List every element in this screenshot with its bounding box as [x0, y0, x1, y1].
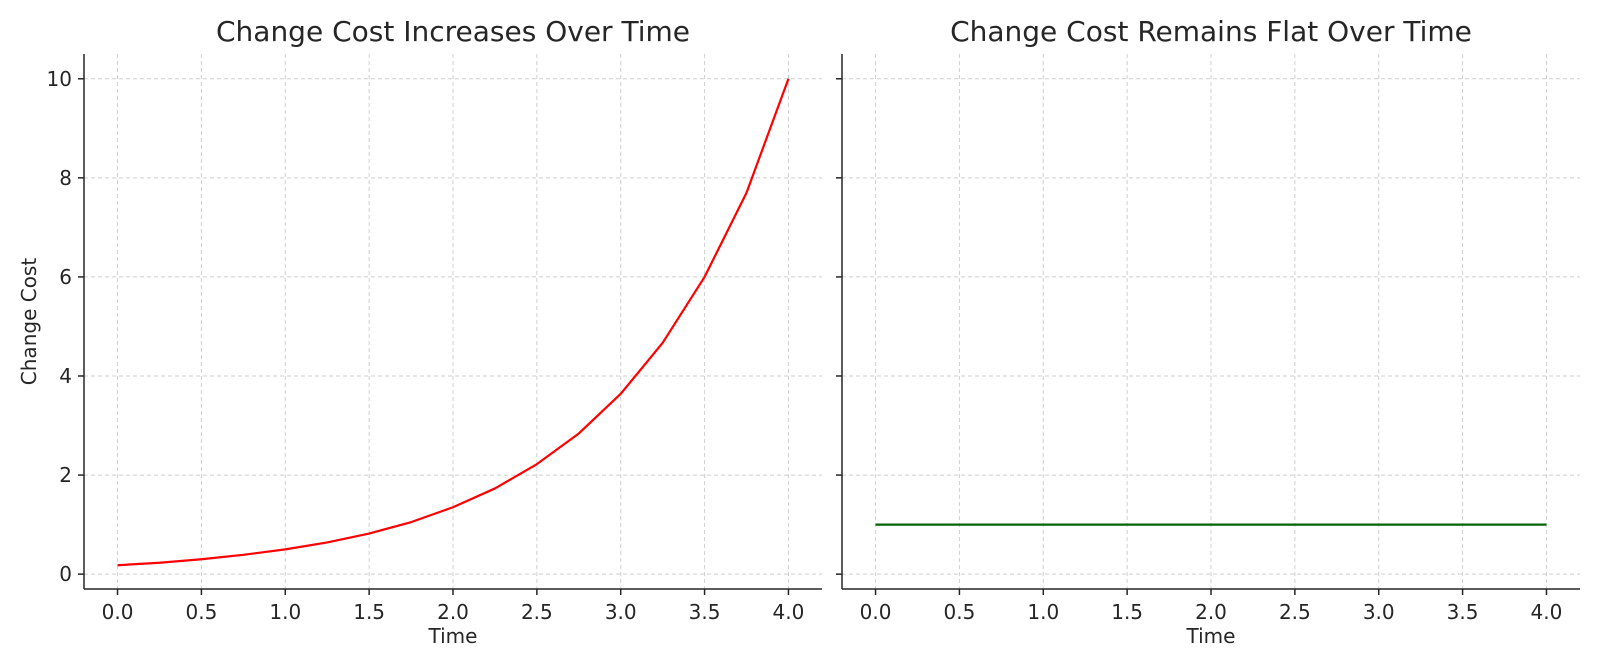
x-tick-label: 2.5	[1279, 600, 1311, 624]
y-tick-label: 8	[59, 166, 72, 190]
x-tick-label: 1.5	[1111, 600, 1143, 624]
x-tick-label: 0.0	[102, 600, 134, 624]
x-tick-label: 2.0	[1195, 600, 1227, 624]
x-tick-label: 4.0	[773, 600, 805, 624]
left-chart-panel: 0.0 0.5 1.0 1.5 2.0 2.5 3.0 3.5 4.0 0 2 4 6 8 10 Change…	[17, 15, 822, 648]
x-axis-label: Time	[428, 624, 478, 648]
x-tick-label: 0.5	[944, 600, 976, 624]
x-tick-label: 2.5	[521, 600, 553, 624]
y-tick-label: 0	[59, 562, 72, 586]
x-tick-label: 3.5	[1447, 600, 1479, 624]
x-tick-label: 1.0	[269, 600, 301, 624]
right-chart-panel: 0.0 0.5 1.0 1.5 2.0 2.5 3.0 3.5 4.0 Change Cost R…	[836, 15, 1580, 648]
x-tick-label: 4.0	[1531, 600, 1563, 624]
x-tick-label: 1.5	[353, 600, 385, 624]
y-tick-label: 10	[47, 67, 72, 91]
x-tick-label: 2.0	[437, 600, 469, 624]
x-tick-label: 3.0	[1363, 600, 1395, 624]
x-tick-label: 0.0	[860, 600, 892, 624]
x-tick-label: 3.0	[605, 600, 637, 624]
x-tick-label: 0.5	[186, 600, 218, 624]
y-tick-label: 6	[59, 265, 72, 289]
chart-title: Change Cost Remains Flat Over Time	[950, 15, 1472, 48]
y-tick-label: 2	[59, 463, 72, 487]
y-tick-label: 4	[59, 364, 72, 388]
x-axis-label: Time	[1186, 624, 1236, 648]
chart-title: Change Cost Increases Over Time	[216, 15, 690, 48]
x-tick-label: 3.5	[689, 600, 721, 624]
y-axis-label: Change Cost	[17, 258, 41, 386]
x-tick-label: 1.0	[1027, 600, 1059, 624]
series-line	[117, 78, 790, 567]
